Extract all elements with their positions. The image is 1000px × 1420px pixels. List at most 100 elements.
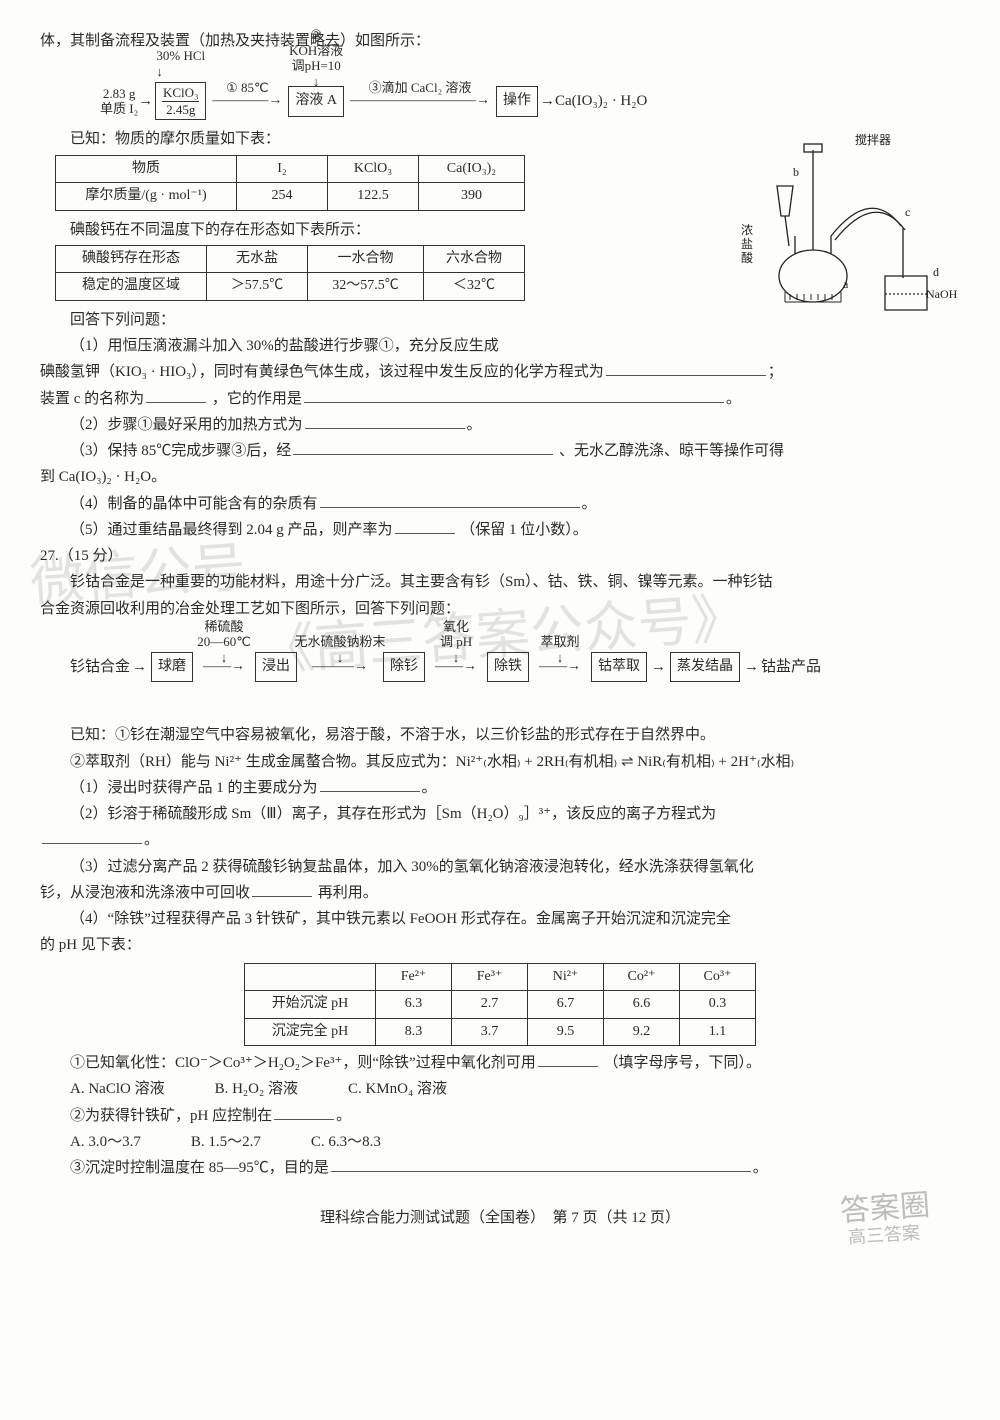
option-c: C. 6.3～8.3	[311, 1129, 381, 1155]
arrow-icon: →	[651, 654, 666, 680]
flow-diagram-2: 钐钴合金 → 球磨 稀硫酸20—60℃↓——→ 浸出 无水硫酸钠粉末↓———→ …	[70, 652, 960, 683]
option-b: B. H₂O₂ 溶液	[215, 1076, 298, 1102]
cell: Fe³⁺	[452, 963, 528, 991]
q1-line3: 装置 c 的名称为 ，它的作用是。	[40, 386, 960, 412]
cell: 无水盐	[207, 245, 308, 273]
label-hcl: 浓	[741, 223, 753, 237]
down-arrow-icon: ↓	[337, 650, 344, 666]
cell: 3.7	[452, 1018, 528, 1046]
flow1-substance: 单质 I₂	[100, 101, 138, 117]
flow1-kclo3-mass: 2.45g	[162, 101, 199, 118]
flow2-input: 钐钴合金	[70, 654, 130, 680]
q1c-pre: 装置 c 的名称为	[40, 391, 144, 407]
flow1-mass: 2.83 g	[103, 86, 136, 102]
cell: 2.7	[452, 991, 528, 1019]
cell: 122.5	[328, 183, 419, 211]
flow1-input: 2.83 g 单质 I₂	[100, 86, 138, 117]
option-a: A. 3.0～3.7	[70, 1129, 141, 1155]
q4: （4）制备的晶体中可能含有的杂质有。	[40, 491, 960, 517]
option-b: B. 1.5～2.7	[191, 1129, 261, 1155]
blank	[146, 387, 206, 403]
q2: （2）步骤①最好采用的加热方式为。	[40, 412, 960, 438]
cell: 9.2	[604, 1018, 680, 1046]
blank	[304, 387, 724, 403]
q5-post: （保留 1 位小数）。	[460, 522, 588, 538]
label-naoh: NaOH	[926, 287, 958, 301]
table-row: 沉淀完全 pH 8.3 3.7 9.5 9.2 1.1	[245, 1018, 756, 1046]
cell: 6.3	[376, 991, 452, 1019]
cell: ＜32℃	[424, 273, 525, 301]
down-arrow-icon: ↓	[557, 650, 564, 666]
q5-pre: （5）通过重结晶最终得到 2.04 g 产品，则产率为	[70, 522, 393, 538]
cell: Co³⁺	[680, 963, 756, 991]
sub1-post: （填字母序号，下同）。	[603, 1055, 761, 1071]
cell: 6.6	[604, 991, 680, 1019]
sub3: ③沉淀时控制温度在 85—95℃，目的是。	[40, 1155, 960, 1181]
flow1-arrow1: ① 85℃ ————→	[212, 89, 282, 114]
t: 20—60℃	[197, 634, 251, 650]
cell: 开始沉淀 pH	[245, 991, 376, 1019]
flow1-arrow3: ③滴加 CaCl₂ 溶液 —————————→	[350, 89, 490, 114]
option-c: C. KMnO₄ 溶液	[348, 1076, 447, 1102]
cell: Ni²⁺	[528, 963, 604, 991]
cell: Fe²⁺	[376, 963, 452, 991]
s4-line1: （4）“除铁”过程获得产品 3 针铁矿，其中铁元素以 FeOOH 形式存在。金属…	[40, 906, 960, 932]
flow1-output: Ca(IO₃)₂ · H₂O	[555, 88, 647, 114]
flow1-box1: 30% HCl ↓ KClO₃ 2.45g	[155, 82, 206, 120]
table-row: 摩尔质量/(g · mol⁻¹) 254 122.5 390	[56, 183, 525, 211]
answer-prompt: 回答下列问题：	[40, 307, 721, 333]
sub2: ②为获得针铁矿，pH 应控制在。	[40, 1103, 960, 1129]
q4-text: （4）制备的晶体中可能含有的杂质有	[70, 496, 318, 512]
flow1-step2-num: ②	[310, 27, 322, 43]
cell: Co²⁺	[604, 963, 680, 991]
label-d: d	[933, 265, 939, 279]
flow1-arr1-label: ① 85℃	[226, 77, 269, 100]
table-row: 物质 I₂ KClO₃ Ca(IO₃)₂	[56, 155, 525, 183]
cell: 32～57.5℃	[308, 273, 424, 301]
label-c: c	[905, 205, 910, 219]
q1-line2: 碘酸氢钾（KIO₃ · HIO₃），同时有黄绿色气体生成，该过程中发生反应的化学…	[40, 359, 960, 385]
label-hcl3: 酸	[741, 250, 753, 265]
cell: KClO₃	[328, 155, 419, 183]
cell: 9.5	[528, 1018, 604, 1046]
blank	[252, 881, 312, 897]
q3-line2: 到 Ca(IO₃)₂ · H₂O。	[40, 464, 960, 490]
flow1-box2: ② KOH溶液 调pH=10 ↓ 溶液 A	[288, 86, 344, 117]
blank	[274, 1104, 334, 1120]
sub2-text: ②为获得针铁矿，pH 应控制在	[70, 1108, 272, 1124]
flow2-box: 钴萃取	[591, 652, 647, 683]
cell: 254	[237, 183, 328, 211]
sub1-pre: ①已知氧化性：ClO⁻＞Co³⁺＞H₂O₂＞Fe³⁺，则“除铁”过程中氧化剂可用	[70, 1055, 536, 1071]
q27-intro1: 钐钴合金是一种重要的功能材料，用途十分广泛。其主要含有钐（Sm）、钴、铁、铜、镍…	[40, 569, 960, 595]
s3-line1: （3）过滤分离产品 2 获得硫酸钐钠复盐晶体，加入 30%的氢氧化钠溶液浸泡转化…	[40, 854, 960, 880]
flow1-ph: 调pH=10	[292, 58, 341, 74]
label-hcl2: 盐	[741, 237, 753, 251]
molar-title: 已知：物质的摩尔质量如下表：	[40, 126, 721, 152]
flow2-box: 除钐	[383, 652, 425, 683]
cell: 碘酸钙存在形态	[56, 245, 207, 273]
q3-line1: （3）保持 85℃完成步骤③后，经 、无水乙醇洗涤、晾干等操作可得	[40, 438, 960, 464]
blank	[320, 492, 580, 508]
cell: 六水合物	[424, 245, 525, 273]
flow1-kclo3: KClO₃	[163, 85, 199, 101]
flow2-arr4: 萃取剂↓——→	[537, 655, 583, 680]
flow1-koh: KOH溶液	[289, 43, 343, 59]
flow2-arr1: 稀硫酸20—60℃↓——→	[201, 655, 247, 680]
flow2-box: 除铁	[487, 652, 529, 683]
flow1-hcl-label: 30% HCl	[156, 48, 205, 63]
s2-blank: 。	[40, 827, 960, 853]
q3-pre: （3）保持 85℃完成步骤③后，经	[70, 443, 291, 459]
flow2-box: 蒸发结晶	[670, 652, 740, 683]
q1b-text: 碘酸氢钾（KIO₃ · HIO₃），同时有黄绿色气体生成，该过程中发生反应的化学…	[40, 364, 604, 380]
flow1-box3: 操作	[496, 86, 538, 117]
form-title: 碘酸钙在不同温度下的存在形态如下表所示：	[40, 217, 721, 243]
ph-table: Fe²⁺ Fe³⁺ Ni²⁺ Co²⁺ Co³⁺ 开始沉淀 pH 6.3 2.7…	[244, 963, 756, 1047]
table-row: 开始沉淀 pH 6.3 2.7 6.7 6.6 0.3	[245, 991, 756, 1019]
s3-line2: 钐，从浸泡液和洗涤液中可回收 再利用。	[40, 880, 960, 906]
t: 氧化	[443, 619, 469, 635]
flow2-box: 球磨	[151, 652, 193, 683]
cell: 390	[419, 183, 525, 211]
label-stirrer: 搅拌器	[855, 132, 891, 147]
page-footer: 理科综合能力测试试题（全国卷） 第 7 页（共 12 页）	[40, 1205, 960, 1231]
flow2-box: 浸出	[255, 652, 297, 683]
